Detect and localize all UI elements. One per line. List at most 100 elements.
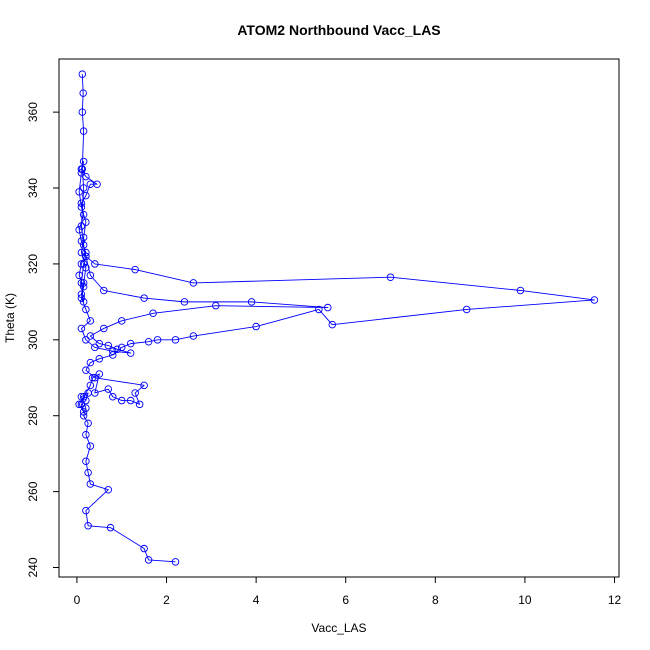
data-point	[79, 298, 88, 306]
data-point	[82, 191, 90, 200]
data-point	[82, 248, 90, 257]
data-point	[117, 317, 126, 325]
data-point	[117, 396, 126, 405]
data-point	[93, 180, 101, 188]
data-point	[77, 260, 86, 268]
data-point	[79, 184, 88, 192]
data-point	[88, 374, 97, 382]
data-point	[78, 70, 87, 78]
data-point	[77, 279, 86, 287]
data-point	[117, 343, 126, 352]
data-point	[516, 286, 525, 295]
data-point	[77, 203, 86, 211]
data-point	[79, 89, 87, 97]
data-point	[77, 237, 86, 245]
data-point	[79, 260, 88, 268]
data-point	[84, 522, 92, 530]
data-point	[79, 241, 88, 249]
data-point	[82, 305, 90, 314]
data-point	[86, 358, 95, 367]
data-point	[104, 385, 113, 393]
data-point	[86, 480, 95, 488]
data-point	[78, 165, 87, 173]
data-point	[77, 222, 86, 230]
data-point	[144, 337, 153, 346]
data-point	[247, 298, 256, 306]
data-point	[79, 411, 88, 420]
x-tick-label: 4	[253, 593, 260, 607]
data-point	[328, 320, 337, 329]
data-point	[95, 370, 104, 378]
data-point	[140, 381, 148, 390]
data-point	[79, 392, 88, 401]
data-point	[84, 419, 92, 428]
y-tick-label: 300	[26, 329, 40, 349]
data-point	[113, 345, 121, 354]
data-point	[131, 389, 139, 397]
data-point	[79, 210, 88, 219]
data-point	[252, 322, 260, 331]
data-point	[91, 389, 99, 397]
data-point	[126, 349, 135, 357]
x-axis: 0 2 4 6 8 10 12	[74, 576, 622, 607]
data-point	[324, 303, 332, 312]
data-point	[106, 523, 115, 532]
data-point	[79, 157, 88, 166]
data-point	[86, 381, 95, 390]
data-point	[77, 294, 86, 302]
data-point	[78, 108, 87, 116]
data-point	[189, 279, 198, 287]
data-point	[171, 336, 180, 344]
data-point	[100, 324, 108, 333]
data-point	[82, 172, 90, 181]
data-point	[315, 305, 323, 314]
data-point	[77, 400, 86, 409]
data-point	[75, 271, 83, 280]
y-axis: 240 260 280 300 320 340 360	[26, 102, 60, 578]
data-point	[104, 485, 113, 494]
data-point	[386, 273, 395, 281]
data-point	[590, 296, 599, 304]
data-point	[212, 301, 220, 310]
y-tick-label: 340	[26, 178, 40, 198]
data-point	[131, 265, 139, 274]
data-point	[84, 468, 92, 477]
data-point	[140, 294, 148, 302]
y-tick-label: 360	[26, 102, 40, 122]
data-point	[75, 188, 83, 196]
data-point	[82, 336, 90, 344]
y-tick-label: 240	[26, 557, 40, 577]
data-point	[109, 392, 117, 401]
series-layer	[75, 70, 599, 566]
data-point	[109, 351, 117, 359]
data-point	[86, 332, 95, 340]
data-point	[149, 309, 157, 318]
data-point	[86, 317, 95, 325]
data-point	[95, 355, 104, 363]
data-point	[153, 336, 162, 344]
x-axis-label: Vacc_LAS	[311, 621, 366, 635]
data-point	[144, 556, 153, 564]
data-point	[82, 506, 90, 515]
data-point	[140, 544, 148, 553]
data-point	[77, 324, 86, 333]
data-point	[77, 290, 86, 299]
data-point	[86, 442, 95, 450]
x-tick-label: 0	[74, 593, 81, 607]
data-point	[86, 271, 95, 280]
data-point	[82, 404, 90, 412]
data-point	[126, 339, 135, 348]
data-point	[79, 233, 88, 242]
data-point	[82, 457, 90, 466]
data-point	[77, 248, 86, 257]
data-point	[104, 341, 113, 350]
data-point	[109, 347, 117, 355]
data-point	[91, 374, 99, 382]
data-point	[82, 263, 90, 272]
data-point	[82, 396, 90, 405]
data-point	[180, 298, 189, 306]
data-point	[462, 305, 471, 314]
x-tick-label: 10	[518, 593, 532, 607]
data-point	[82, 430, 90, 439]
